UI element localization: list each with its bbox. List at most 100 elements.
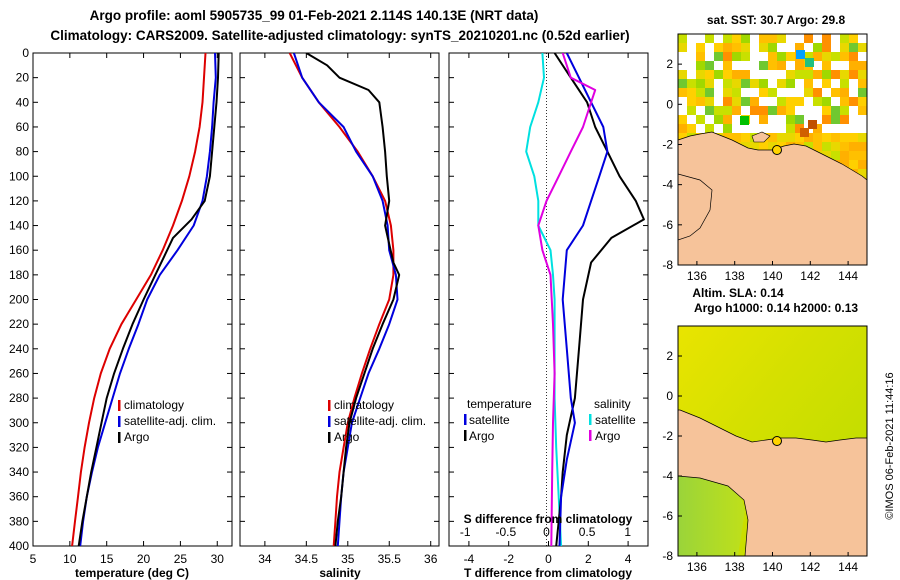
sst-cell (705, 61, 714, 70)
series-salinity-argo (537, 53, 597, 546)
sst-cell (768, 43, 777, 52)
map-ytick-label: -6 (662, 218, 673, 232)
sst-cell (678, 61, 687, 70)
xtick-label: 5 (30, 552, 37, 566)
sst-cell (750, 124, 759, 133)
sst-cell (795, 79, 804, 88)
sst-cell (831, 34, 840, 43)
sst-cell (768, 52, 777, 61)
sst-cell (804, 43, 813, 52)
sst-cell (759, 142, 768, 151)
salinity-series (288, 53, 401, 546)
sst-cell (840, 34, 849, 43)
sst-cell-accent (800, 128, 809, 137)
sst-cell (849, 43, 858, 52)
sst-cell (804, 97, 813, 106)
sst-cell (741, 133, 750, 142)
sst-cell (786, 115, 795, 124)
sst-cell (849, 70, 858, 79)
series-argo (77, 53, 220, 546)
sst-cell (858, 169, 867, 178)
sst-cell (795, 43, 804, 52)
xtick-label: 0 (545, 552, 552, 566)
map-ytick-label: 0 (666, 389, 673, 403)
sst-cell (696, 97, 705, 106)
ytick-label: 400 (9, 539, 29, 553)
ytick-label: 20 (16, 71, 30, 85)
sst-cell (705, 52, 714, 61)
sst-cell (705, 124, 714, 133)
sst-cell (858, 34, 867, 43)
sst-cell (714, 115, 723, 124)
map-ytick-label: -2 (662, 137, 673, 151)
sst-cell (732, 124, 741, 133)
sst-cell (732, 88, 741, 97)
series-climatology (71, 53, 207, 546)
sst-cell (741, 124, 750, 133)
ytick-label: 40 (16, 95, 30, 109)
sst-argo-marker (772, 145, 782, 155)
temperature-ticks: 0 20 40 60 80 100 120 140 160 180 200 220 240 260 280 3… (9, 46, 232, 566)
sst-cell (777, 133, 786, 142)
sst-cell (678, 34, 687, 43)
sst-cell (777, 70, 786, 79)
salinity-legend: climatology satellite-adj. clim. Argo (328, 398, 426, 444)
sst-cell (750, 115, 759, 124)
sst-cell (786, 88, 795, 97)
sst-cell (858, 79, 867, 88)
sst-cell (804, 133, 813, 142)
temperature-series (71, 53, 220, 546)
ytick-label: 240 (9, 342, 29, 356)
sst-cell (768, 115, 777, 124)
sst-cell (687, 124, 696, 133)
sst-cell (714, 106, 723, 115)
map-ytick-label: 2 (666, 349, 673, 363)
xtick-label: 34.5 (295, 552, 319, 566)
sst-cell (768, 133, 777, 142)
sst-cell (849, 106, 858, 115)
ytick-label: 380 (9, 514, 29, 528)
sst-cell (750, 61, 759, 70)
sst-cell (741, 106, 750, 115)
sst-cell-accent (805, 58, 814, 67)
sst-cell (813, 61, 822, 70)
map-xtick-label: 138 (725, 560, 745, 574)
xtick-label: -4 (464, 552, 475, 566)
sst-cell (831, 61, 840, 70)
sst-cell (849, 88, 858, 97)
sst-cell (732, 34, 741, 43)
sst-cell (813, 106, 822, 115)
sst-cell (822, 79, 831, 88)
sst-cell (723, 34, 732, 43)
legend-label-temp-satellite: satellite (469, 413, 510, 427)
sst-cell (822, 106, 831, 115)
sst-cell (858, 52, 867, 61)
xtick-label: 4 (625, 552, 632, 566)
map-xtick-label: 136 (687, 560, 707, 574)
sst-cell (741, 79, 750, 88)
sst-cell (840, 133, 849, 142)
map-ytick-label: -2 (662, 429, 673, 443)
title-line-2: Climatology: CARS2009. Satellite-adjuste… (50, 28, 629, 43)
sst-cell (795, 34, 804, 43)
sst-cell (822, 61, 831, 70)
sst-cell (813, 70, 822, 79)
sst-cell (687, 34, 696, 43)
sst-cell (723, 88, 732, 97)
sla-map-ticks: 136 138 140 142 144 2 0 -2 -4 -6 -8 (662, 349, 858, 574)
sst-cell (696, 115, 705, 124)
sst-cell-accent (740, 116, 749, 125)
sst-cell (822, 52, 831, 61)
legend-swatch-climatology (118, 400, 121, 411)
xtick-label: 20 (137, 552, 151, 566)
sst-cell (705, 43, 714, 52)
sst-cell (777, 34, 786, 43)
ytick-label: 80 (16, 145, 30, 159)
sst-cell (777, 115, 786, 124)
sst-cell (678, 70, 687, 79)
sst-cell (849, 97, 858, 106)
sst-cell (687, 115, 696, 124)
sst-map: sat. SST: 30.7 Argo: 29.8 136 138 140 142 14… (662, 13, 868, 283)
ytick-label: 300 (9, 416, 29, 430)
temperature-xlabel: temperature (deg C) (75, 566, 189, 580)
